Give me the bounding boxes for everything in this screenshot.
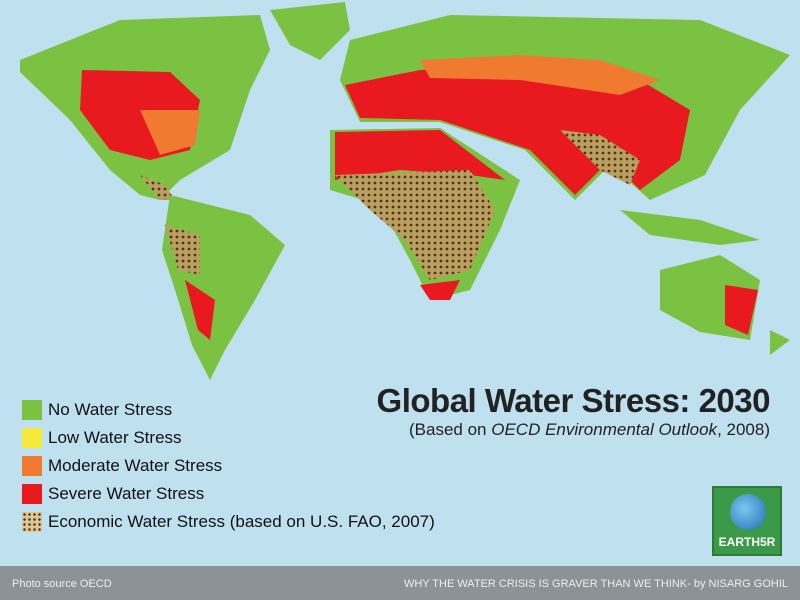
legend-item: No Water Stress [22, 396, 435, 424]
legend-label: Severe Water Stress [48, 484, 205, 503]
sahara-severe [335, 130, 505, 180]
amazon-economic [165, 225, 200, 275]
subtitle-text: , 2008) [717, 420, 770, 439]
subtitle-source: OECD Environmental Outlook [491, 420, 718, 439]
logo: EARTH5R [712, 486, 782, 556]
south-america [162, 195, 285, 380]
legend: No Water Stress Low Water Stress Moderate … [22, 396, 435, 536]
footer: Photo source OECD WHY THE WATER CRISIS I… [0, 566, 800, 600]
eurasia-moderate [420, 55, 660, 95]
legend-item: Severe Water Stress [22, 480, 435, 508]
map-subtitle: (Based on OECD Environmental Outlook, 20… [409, 420, 770, 440]
southern-africa-severe [420, 280, 460, 300]
se-asia [620, 210, 760, 245]
central-america [140, 175, 175, 200]
footer-caption: WHY THE WATER CRISIS IS GRAVER THAN WE T… [403, 578, 788, 590]
india-economic [560, 130, 640, 185]
legend-label: Low Water Stress [48, 428, 182, 447]
africa-economic [335, 170, 495, 280]
australia-severe [725, 285, 758, 335]
andes-severe [185, 280, 215, 340]
world-map [20, 2, 790, 380]
legend-swatch [22, 428, 42, 448]
new-zealand [770, 330, 790, 355]
legend-swatch [22, 400, 42, 420]
footer-credit: Photo source OECD [12, 578, 112, 590]
legend-item: Moderate Water Stress [22, 452, 435, 480]
logo-globe [730, 494, 766, 530]
legend-label: No Water Stress [48, 400, 173, 419]
legend-swatch [22, 512, 42, 532]
map-title: Global Water Stress: 2030 [376, 382, 771, 419]
legend-note: (based on U.S. FAO, 2007) [224, 512, 435, 531]
greenland [270, 2, 350, 60]
us-moderate [140, 110, 200, 155]
legend-swatch [22, 484, 42, 504]
legend-label: Moderate Water Stress [48, 456, 223, 475]
legend-item: Economic Water Stress (based on U.S. FAO… [22, 508, 435, 536]
legend-swatch [22, 456, 42, 476]
logo-text: EARTH5R [718, 535, 776, 549]
subtitle-text: (Based on [409, 420, 492, 439]
legend-label: Economic Water Stress [48, 512, 225, 531]
legend-item: Low Water Stress [22, 424, 435, 452]
